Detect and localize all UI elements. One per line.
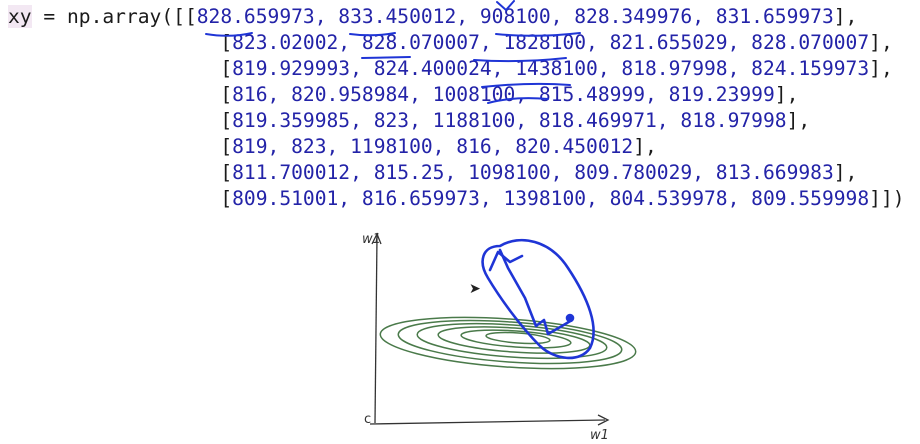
code-block: xy = np.array([[828.659973, 833.450012, … (8, 4, 905, 212)
row-open-bracket: [ (220, 109, 233, 132)
row-close-bracket: ], (633, 135, 657, 158)
row-values: 819.359985, 823, 1188100, 818.469971, 81… (232, 109, 787, 132)
origin-label: c (364, 412, 372, 427)
x-axis-arrow (597, 414, 610, 426)
underline-828-row2 (361, 56, 411, 59)
code-line-2: [823.02002, 828.070007, 1828100, 821.655… (8, 30, 905, 56)
blue-zigzag (488, 250, 524, 272)
blue-loop (481, 238, 595, 360)
row-close-bracket: ], (833, 5, 858, 28)
row-open-bracket: [ (220, 31, 233, 54)
row-close-bracket: ]]) (869, 187, 905, 210)
code-line-7: [811.700012, 815.25, 1098100, 809.780029… (8, 160, 905, 186)
row-open-bracket: [ (220, 135, 233, 158)
row-values: 811.700012, 815.25, 1098100, 809.780029,… (232, 161, 834, 184)
underline-828 (205, 32, 253, 37)
contour-ring (416, 322, 608, 360)
underline-833 (349, 32, 396, 37)
row-close-bracket: ], (869, 57, 893, 80)
y-axis-arrow (371, 232, 382, 245)
row-open-bracket: [ (184, 5, 197, 28)
code-line-3: [819.929993, 824.400024, 1438100, 818.97… (8, 56, 905, 82)
scribble-1438100 (481, 82, 571, 88)
row-open-bracket: [ (220, 83, 233, 106)
y-axis-label: w1 (362, 232, 381, 247)
contour-sketch (369, 232, 637, 426)
contour-ring (485, 331, 551, 345)
code-line-1: xy = np.array([[828.659973, 833.450012, … (8, 4, 905, 30)
x-axis-label: w1 (590, 428, 609, 443)
contour-ring (397, 319, 623, 365)
row-values: 819, 823, 1198100, 816, 820.450012 (232, 135, 634, 158)
assign-text: = np.array([ (31, 5, 185, 28)
underline-1828100 (473, 57, 567, 63)
y-axis (374, 235, 378, 424)
row-open-bracket: [ (220, 187, 233, 210)
contour-ellipses (379, 316, 637, 370)
gradient-path (481, 238, 595, 360)
x-axis (369, 419, 606, 425)
underline-908100 (495, 32, 581, 37)
code-line-6: [819, 823, 1198100, 816, 820.450012], (8, 134, 905, 160)
row-open-bracket: [ (220, 161, 233, 184)
row-open-bracket: [ (220, 57, 233, 80)
blue-trail (498, 248, 574, 336)
checkmark-mark (496, 0, 515, 12)
contour-ring (379, 316, 637, 370)
strike-815 (487, 97, 549, 104)
contour-ring (460, 329, 572, 349)
row-values: 828.659973, 833.450012, 908100, 828.3499… (196, 5, 834, 28)
code-line-4: [816, 820.958984, 1008100, 815.48999, 81… (8, 82, 905, 108)
row-close-bracket: ], (833, 161, 858, 184)
blue-endpoint (565, 313, 575, 323)
row-values: 819.929993, 824.400024, 1438100, 818.979… (232, 57, 870, 80)
row-close-bracket: ], (786, 109, 811, 132)
mouse-pointer-icon: ➤ (469, 281, 481, 297)
row-values: 816, 820.958984, 1008100, 815.48999, 819… (232, 83, 775, 106)
code-line-5: [819.359985, 823, 1188100, 818.469971, 8… (8, 108, 905, 134)
row-values: 823.02002, 828.070007, 1828100, 821.6550… (232, 31, 870, 54)
axes (369, 232, 610, 426)
row-close-bracket: ], (869, 31, 893, 54)
annotation-overlay (205, 0, 581, 104)
row-values: 809.51001, 816.659973, 1398100, 804.5399… (232, 187, 870, 210)
code-line-8: [809.51001, 816.659973, 1398100, 804.539… (8, 186, 905, 212)
variable-name: xy (8, 5, 32, 28)
row-close-bracket: ], (774, 83, 799, 106)
